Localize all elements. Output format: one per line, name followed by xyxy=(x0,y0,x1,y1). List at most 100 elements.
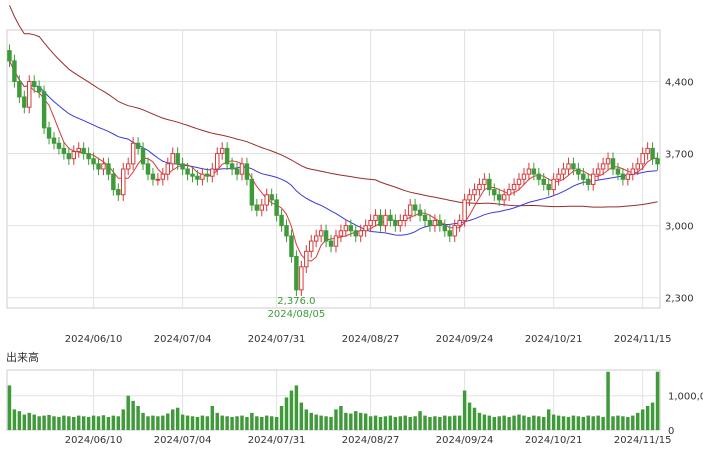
volume-bar xyxy=(240,415,244,430)
candle-body xyxy=(56,142,62,149)
volume-tick-label: 1,000,00 xyxy=(668,392,703,403)
volume-x-tick-label: 2024/11/15 xyxy=(614,435,672,446)
candle-body xyxy=(135,142,141,149)
candle-body xyxy=(175,153,180,165)
candle-body xyxy=(111,173,116,191)
volume-bar xyxy=(502,415,506,430)
candle-body xyxy=(101,163,106,170)
candle-body xyxy=(487,178,492,191)
candle-body xyxy=(590,173,596,185)
volume-bar xyxy=(289,390,294,430)
candle-body xyxy=(294,256,299,291)
volume-bar xyxy=(551,414,556,430)
candle-body xyxy=(46,127,52,139)
candle-body xyxy=(17,80,22,98)
volume-bar xyxy=(497,416,501,430)
candle-body xyxy=(140,147,146,165)
volume-bar xyxy=(354,411,358,430)
candle-body xyxy=(551,178,556,191)
volume-bar xyxy=(517,414,521,430)
candle-body xyxy=(496,194,502,201)
volume-bar xyxy=(274,416,279,430)
candle-body xyxy=(279,214,284,227)
volume-bar xyxy=(185,415,190,430)
candle-body xyxy=(338,230,344,237)
candle-body xyxy=(383,214,388,227)
volume-bar xyxy=(12,409,17,430)
volume-bar xyxy=(334,409,338,430)
x-tick-label: 2024/06/10 xyxy=(65,334,123,345)
candle-body xyxy=(586,178,591,185)
volume-bar xyxy=(86,416,91,430)
candle-body xyxy=(422,214,428,221)
volume-x-tick-label: 2024/09/24 xyxy=(436,435,494,446)
volume-bar xyxy=(299,402,304,430)
volume-bar xyxy=(606,371,610,430)
candle-body xyxy=(150,173,156,180)
candle-body xyxy=(31,80,37,88)
candle-body xyxy=(358,230,363,237)
candle-body xyxy=(363,225,368,232)
price-tick-label: 2,300 xyxy=(665,294,694,305)
volume-bar xyxy=(378,416,383,430)
volume-bar xyxy=(591,416,595,430)
candle-body xyxy=(526,168,532,175)
x-tick-label: 2024/10/21 xyxy=(525,334,583,345)
volume-bar xyxy=(200,415,205,430)
x-tick-label: 2024/08/27 xyxy=(342,334,400,345)
candle-body xyxy=(27,80,32,108)
candle-body xyxy=(566,163,571,170)
volume-bar xyxy=(47,414,51,430)
volume-bar xyxy=(126,395,130,430)
volume-bar xyxy=(388,415,393,430)
volume-bar xyxy=(190,416,195,430)
candle-body xyxy=(427,219,433,227)
volume-bar xyxy=(546,409,551,430)
candle-body xyxy=(595,168,601,175)
volume-bar xyxy=(27,412,31,430)
candle-body xyxy=(269,194,274,201)
volume-x-tick-label: 2024/07/31 xyxy=(248,435,306,446)
volume-bar xyxy=(556,415,561,430)
candle-body xyxy=(121,168,126,196)
candle-body xyxy=(398,219,403,227)
volume-plot-frame xyxy=(6,369,661,431)
volume-bar xyxy=(180,414,185,430)
candle-body xyxy=(309,240,314,252)
candle-body xyxy=(289,235,294,258)
candle-body xyxy=(130,142,136,165)
candle-body xyxy=(615,168,621,175)
candle-body xyxy=(61,147,67,155)
volume-bar xyxy=(492,416,497,430)
volume-bar xyxy=(230,416,234,430)
volume-bar xyxy=(62,415,66,430)
volume-bar xyxy=(175,407,180,430)
volume-bar xyxy=(106,416,111,430)
volume-bar xyxy=(433,416,437,430)
volume-bar xyxy=(477,412,482,430)
volume-bar xyxy=(527,416,531,430)
volume-bar xyxy=(358,412,363,430)
volume-bar xyxy=(586,415,591,430)
candle-body xyxy=(304,250,309,268)
volume-bar xyxy=(443,415,447,430)
volume-bar xyxy=(215,412,219,430)
volume-bar xyxy=(438,416,442,430)
candle-body xyxy=(313,235,319,242)
candle-body xyxy=(51,137,57,144)
ma-mid-line xyxy=(9,60,658,236)
volume-bar xyxy=(245,416,249,430)
candle-body xyxy=(219,147,225,155)
candle-body xyxy=(447,230,452,237)
candle-body xyxy=(96,163,101,170)
volume-bar xyxy=(621,416,625,430)
volume-bar xyxy=(116,416,121,430)
volume-bar xyxy=(373,415,378,430)
candle-body xyxy=(407,204,413,216)
candle-body xyxy=(234,168,240,175)
volume-bar xyxy=(596,415,600,430)
volume-x-tick-label: 2024/07/04 xyxy=(154,435,212,446)
volume-bar xyxy=(205,416,210,430)
